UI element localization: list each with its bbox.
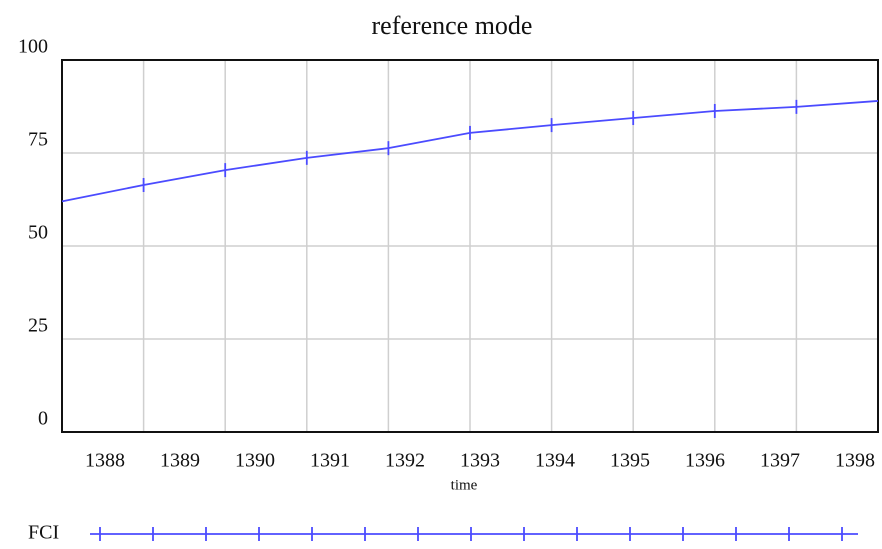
- x-axis-label: time: [451, 477, 478, 493]
- x-tick-label: 1388: [85, 450, 125, 472]
- x-tick-label: 1390: [235, 450, 275, 472]
- y-tick-label: 25: [28, 315, 48, 337]
- x-tick-label: 1396: [685, 450, 725, 472]
- x-tick-label: 1395: [610, 450, 650, 472]
- chart-title: reference mode: [372, 11, 533, 40]
- x-tick-label: 1397: [760, 450, 800, 472]
- legend-label: FCI: [28, 522, 59, 544]
- y-tick-label: 75: [28, 129, 48, 151]
- x-tick-label: 1389: [160, 450, 200, 472]
- plot-frame: [61, 59, 879, 433]
- y-tick-label: 50: [28, 222, 48, 244]
- y-tick-label: 0: [38, 408, 48, 430]
- y-tick-label: 100: [18, 36, 48, 58]
- x-tick-label: 1398: [835, 450, 875, 472]
- x-tick-label: 1393: [460, 450, 500, 472]
- x-tick-label: 1391: [310, 450, 350, 472]
- x-tick-label: 1392: [385, 450, 425, 472]
- x-tick-label: 1394: [535, 450, 575, 472]
